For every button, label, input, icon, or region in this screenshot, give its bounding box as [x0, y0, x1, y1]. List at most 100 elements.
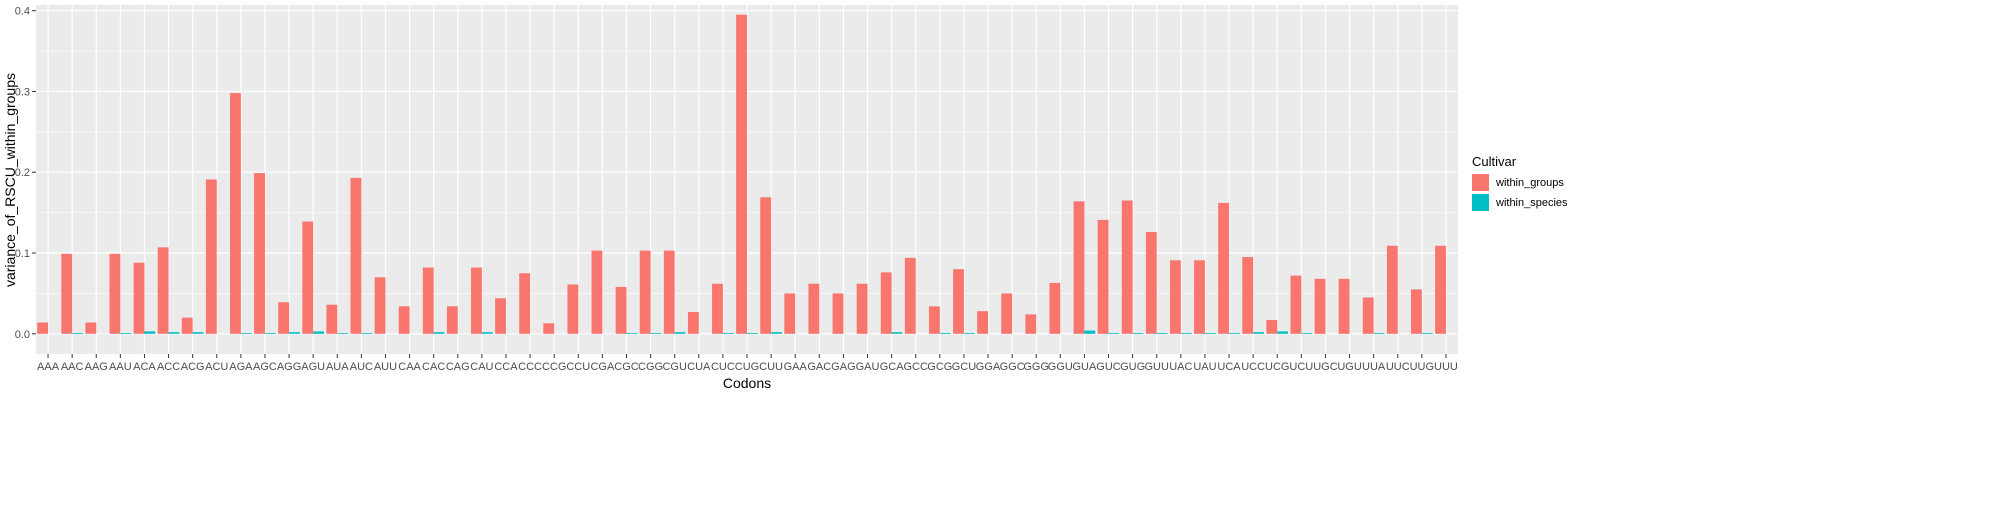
bar-within_groups-UGU: [1338, 278, 1350, 334]
bar-within_groups-GGA: [977, 311, 989, 334]
bar-within_groups-GUG: [1121, 200, 1133, 334]
bar-within_groups-CCU: [567, 284, 579, 334]
x-tick-label-CGC: CGC: [614, 361, 639, 373]
bar-within_species-CAC: [433, 332, 445, 334]
x-tick-label-GAU: GAU: [856, 361, 880, 373]
legend-label-within_species: within_species: [1495, 197, 1568, 209]
y-tick-label: 0.0: [15, 329, 30, 341]
bar-within_groups-UAU: [1194, 260, 1205, 334]
bar-within_groups-GGC: [1001, 293, 1013, 334]
bar-within_groups-UCC: [1242, 257, 1254, 334]
y-tick-label: 0.1: [15, 248, 30, 260]
bar-within_species-GUC: [1108, 332, 1120, 334]
bar-within_groups-UCU: [1290, 275, 1302, 334]
bar-within_groups-GGG: [1025, 314, 1037, 334]
bar-within_species-AGC: [264, 332, 276, 334]
x-tick-label-CCA: CCA: [494, 361, 518, 373]
bar-within_groups-CAG: [446, 306, 458, 334]
y-tick-label: 0.3: [15, 86, 30, 98]
x-tick-label-AGG: AGG: [277, 361, 301, 373]
bar-within_groups-GGU: [1049, 282, 1061, 334]
bar-within_species-UAU: [1204, 332, 1216, 334]
legend-title: Cultivar: [1472, 154, 1517, 169]
x-tick-label-AUC: AUC: [350, 361, 373, 373]
bar-within_groups-ACC: [157, 247, 169, 334]
bar-within_species-ACA: [144, 331, 156, 334]
bar-within_groups-GAU: [856, 283, 868, 334]
y-tick-label: 0.2: [15, 167, 30, 179]
bar-within_groups-GAC: [808, 283, 820, 334]
bar-within_species-GCA: [891, 332, 903, 334]
bar-within_species-AGG: [289, 332, 300, 334]
x-tick-label-GUC: GUC: [1096, 361, 1121, 373]
bar-within_groups-CGA: [591, 250, 603, 334]
y-tick-label: 0.4: [15, 6, 30, 18]
bar-within_groups-GUC: [1097, 219, 1109, 334]
bar-within_groups-GUA: [1073, 201, 1085, 334]
x-tick-label-GUG: GUG: [1120, 361, 1145, 373]
x-tick-label-AAC: AAC: [61, 361, 84, 373]
bar-within_groups-ACA: [133, 262, 145, 334]
bar-within_groups-UGC: [1314, 278, 1326, 334]
bar-within_groups-CUC: [712, 283, 723, 334]
bar-within_groups-CCG: [543, 323, 555, 334]
bar-within_groups-AUA: [326, 304, 338, 334]
bars: [37, 14, 1446, 334]
bar-within_groups-CGG: [639, 250, 651, 334]
x-tick-label-CCU: CCU: [566, 361, 590, 373]
x-tick-label-GCA: GCA: [880, 361, 905, 373]
bar-within_groups-CUA: [687, 311, 699, 334]
x-tick-label-GCG: GCG: [927, 361, 952, 373]
x-tick-label-UUC: UUC: [1386, 361, 1410, 373]
bar-within_species-UUG: [1421, 332, 1433, 334]
bar-within_groups-AAC: [61, 253, 73, 334]
x-tick-label-CGU: CGU: [662, 361, 687, 373]
x-tick-label-ACA: ACA: [133, 361, 156, 373]
x-tick-label-CAC: CAC: [422, 361, 445, 373]
x-tick-label-AAU: AAU: [109, 361, 132, 373]
x-tick-label-GUA: GUA: [1073, 361, 1098, 373]
x-tick-label-ACC: ACC: [157, 361, 180, 373]
y-axis: 0.0 0.1 0.2 0.3 0.4: [15, 6, 36, 341]
bar-within_groups-CGU: [663, 250, 675, 334]
x-tick-label-UGC: UGC: [1313, 361, 1338, 373]
bar-within_groups-AAA: [37, 322, 49, 334]
legend: Cultivar within_groups within_species: [1472, 154, 1568, 211]
bar-within_species-UUA: [1373, 332, 1385, 334]
x-tick-label-UGU: UGU: [1337, 361, 1362, 373]
x-tick-label-CUC: CUC: [711, 361, 735, 373]
y-axis-title: variance_of_RSCU_within_groups: [2, 73, 18, 287]
bar-within_groups-GCC: [904, 257, 916, 334]
x-tick-label-CGA: CGA: [590, 361, 615, 373]
x-tick-label-CAA: CAA: [398, 361, 421, 373]
x-tick-label-GGC: GGC: [1000, 361, 1025, 373]
bar-within_groups-UCG: [1266, 320, 1278, 334]
legend-swatch-within_groups: [1472, 174, 1489, 191]
x-tick-label-GGU: GGU: [1048, 361, 1073, 373]
x-tick-label-GAA: GAA: [784, 361, 808, 373]
x-tick-label-AAA: AAA: [37, 361, 60, 373]
bar-within_groups-UAC: [1169, 260, 1181, 334]
bar-within_groups-GAA: [784, 293, 796, 334]
x-tick-label-CUA: CUA: [687, 361, 711, 373]
bar-within_species-CUU: [771, 332, 782, 334]
bar-within_species-CUG: [747, 332, 758, 334]
bar-within_groups-GCU: [953, 269, 964, 334]
bar-within_species-AUC: [361, 332, 373, 334]
bar-within_groups-AGC: [254, 173, 265, 334]
x-tick-label-GUU: GUU: [1145, 361, 1170, 373]
x-tick-label-UCA: UCA: [1217, 361, 1241, 373]
bar-within_species-GUG: [1132, 332, 1144, 334]
bar-within_groups-CUG: [736, 14, 747, 334]
x-tick-label-GCC: GCC: [903, 361, 928, 373]
x-tick-label-UAC: UAC: [1169, 361, 1192, 373]
x-tick-label-CUU: CUU: [759, 361, 783, 373]
bar-within_species-GUU: [1156, 332, 1168, 334]
x-tick-label-GCU: GCU: [952, 361, 977, 373]
bar-within_species-GCU: [963, 332, 975, 334]
bar-within_groups-CGC: [615, 286, 627, 334]
x-tick-label-AGA: AGA: [229, 361, 253, 373]
bar-within_species-CUC: [722, 332, 734, 334]
x-tick-label-AGC: AGC: [253, 361, 277, 373]
